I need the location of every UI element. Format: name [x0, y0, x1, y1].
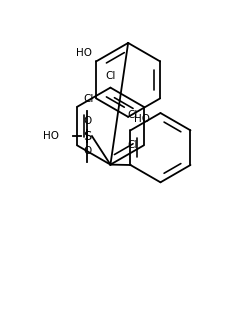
Text: Cl: Cl	[127, 110, 137, 120]
Text: O: O	[83, 116, 91, 126]
Text: Cl: Cl	[105, 71, 115, 81]
Text: O: O	[83, 146, 91, 156]
Text: HO: HO	[43, 131, 59, 141]
Text: Cl: Cl	[83, 94, 93, 104]
Text: HO: HO	[76, 48, 92, 58]
Text: Cl: Cl	[127, 140, 137, 150]
Text: HO: HO	[134, 114, 150, 124]
Text: S: S	[83, 130, 91, 143]
